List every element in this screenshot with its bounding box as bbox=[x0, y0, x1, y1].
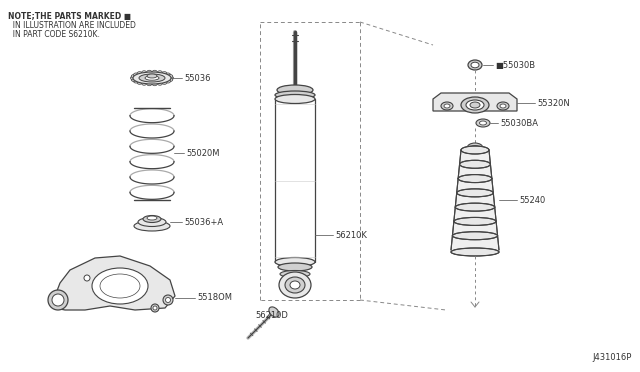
Ellipse shape bbox=[92, 268, 148, 304]
Ellipse shape bbox=[147, 70, 152, 74]
Polygon shape bbox=[55, 256, 175, 310]
Text: 55020M: 55020M bbox=[186, 148, 220, 157]
Ellipse shape bbox=[133, 72, 171, 84]
Ellipse shape bbox=[479, 121, 486, 125]
Ellipse shape bbox=[497, 102, 509, 110]
Ellipse shape bbox=[441, 102, 453, 110]
Ellipse shape bbox=[468, 60, 482, 70]
Ellipse shape bbox=[275, 91, 315, 99]
Ellipse shape bbox=[152, 82, 157, 86]
Ellipse shape bbox=[147, 216, 157, 220]
Text: 56210D: 56210D bbox=[255, 311, 288, 320]
Text: 55036+A: 55036+A bbox=[184, 218, 223, 227]
Ellipse shape bbox=[467, 143, 483, 153]
Ellipse shape bbox=[151, 304, 159, 312]
Ellipse shape bbox=[131, 74, 136, 78]
Ellipse shape bbox=[84, 275, 90, 281]
Text: 5518OM: 5518OM bbox=[197, 294, 232, 302]
Ellipse shape bbox=[278, 263, 312, 271]
Ellipse shape bbox=[452, 232, 497, 240]
Ellipse shape bbox=[141, 71, 147, 74]
Ellipse shape bbox=[476, 119, 490, 127]
Ellipse shape bbox=[454, 217, 496, 225]
Ellipse shape bbox=[168, 78, 173, 81]
Text: 55030BA: 55030BA bbox=[500, 119, 538, 128]
Ellipse shape bbox=[157, 71, 163, 74]
Ellipse shape bbox=[137, 81, 142, 84]
Polygon shape bbox=[451, 150, 499, 252]
Ellipse shape bbox=[269, 307, 279, 317]
Ellipse shape bbox=[141, 82, 147, 85]
Ellipse shape bbox=[285, 277, 305, 293]
Text: 55240: 55240 bbox=[519, 196, 545, 205]
Ellipse shape bbox=[138, 218, 166, 227]
Polygon shape bbox=[433, 93, 517, 111]
Ellipse shape bbox=[277, 85, 313, 95]
Ellipse shape bbox=[279, 272, 311, 298]
Ellipse shape bbox=[152, 70, 157, 74]
Ellipse shape bbox=[168, 74, 173, 78]
Ellipse shape bbox=[134, 80, 138, 83]
Ellipse shape bbox=[131, 78, 136, 81]
Ellipse shape bbox=[166, 73, 170, 77]
Ellipse shape bbox=[48, 290, 68, 310]
Ellipse shape bbox=[137, 72, 142, 75]
Text: NOTE;THE PARTS MARKED ■: NOTE;THE PARTS MARKED ■ bbox=[8, 12, 131, 21]
Ellipse shape bbox=[466, 100, 484, 110]
Text: J431016P: J431016P bbox=[593, 353, 632, 362]
Ellipse shape bbox=[147, 74, 157, 78]
Ellipse shape bbox=[444, 104, 450, 108]
Ellipse shape bbox=[145, 76, 159, 80]
Ellipse shape bbox=[52, 294, 64, 306]
Ellipse shape bbox=[157, 82, 163, 85]
Ellipse shape bbox=[168, 76, 173, 80]
Text: 55320N: 55320N bbox=[537, 99, 570, 108]
Ellipse shape bbox=[163, 295, 173, 305]
Text: IN ILLUSTRATION ARE INCLUDED: IN ILLUSTRATION ARE INCLUDED bbox=[8, 21, 136, 30]
Ellipse shape bbox=[153, 306, 157, 310]
Ellipse shape bbox=[471, 145, 479, 151]
Ellipse shape bbox=[166, 80, 170, 83]
Ellipse shape bbox=[458, 174, 492, 183]
Ellipse shape bbox=[162, 72, 167, 75]
Ellipse shape bbox=[500, 104, 506, 108]
Ellipse shape bbox=[471, 62, 479, 68]
Text: 56210K: 56210K bbox=[335, 231, 367, 240]
Ellipse shape bbox=[131, 76, 136, 80]
Ellipse shape bbox=[143, 215, 161, 222]
Ellipse shape bbox=[280, 270, 310, 278]
Ellipse shape bbox=[290, 281, 300, 289]
Ellipse shape bbox=[457, 189, 493, 197]
Ellipse shape bbox=[461, 97, 489, 113]
Text: ■55030B: ■55030B bbox=[495, 61, 535, 70]
Ellipse shape bbox=[451, 248, 499, 256]
Ellipse shape bbox=[275, 94, 315, 103]
Text: 55036: 55036 bbox=[184, 74, 211, 83]
Text: IN PART CODE S6210K.: IN PART CODE S6210K. bbox=[8, 30, 100, 39]
Ellipse shape bbox=[147, 82, 152, 86]
Ellipse shape bbox=[166, 298, 170, 302]
Ellipse shape bbox=[275, 257, 315, 266]
Ellipse shape bbox=[139, 74, 165, 82]
Ellipse shape bbox=[134, 221, 170, 231]
Ellipse shape bbox=[470, 102, 480, 108]
Ellipse shape bbox=[455, 203, 495, 211]
Ellipse shape bbox=[460, 160, 490, 168]
Ellipse shape bbox=[461, 146, 489, 154]
Ellipse shape bbox=[134, 73, 138, 77]
Ellipse shape bbox=[162, 81, 167, 84]
